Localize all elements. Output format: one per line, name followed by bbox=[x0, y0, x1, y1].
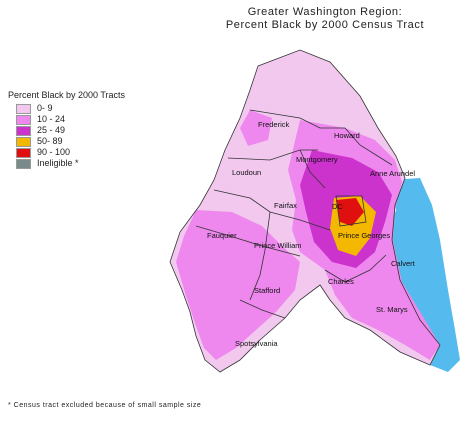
county-label: Anne Arundel bbox=[370, 169, 415, 178]
legend-item: Ineligible * bbox=[8, 158, 128, 169]
legend-label: 25 - 49 bbox=[37, 125, 66, 135]
zone-10-24-north bbox=[240, 110, 272, 146]
map-title-line2: Percent Black by 2000 Census Tract bbox=[225, 19, 425, 31]
map-title: Greater Washington Region: Percent Black… bbox=[200, 6, 450, 32]
county-boundaries bbox=[169, 49, 441, 373]
county-label: Loudoun bbox=[232, 168, 261, 177]
zone-90-100 bbox=[336, 198, 364, 226]
legend-item: 90 - 100 bbox=[8, 147, 128, 158]
county-label: Montgomery bbox=[296, 155, 338, 164]
legend-swatch bbox=[16, 136, 31, 147]
legend-swatch bbox=[16, 103, 31, 114]
legend-item: 25 - 49 bbox=[8, 125, 128, 136]
county-label: Calvert bbox=[391, 259, 416, 268]
legend-swatch bbox=[16, 158, 31, 169]
county-label: Fairfax bbox=[274, 201, 297, 210]
legend-swatch bbox=[16, 114, 31, 125]
legend-swatch bbox=[16, 125, 31, 136]
legend-title: Percent Black by 2000 Tracts bbox=[8, 90, 126, 100]
footnote: * Census tract excluded because of small… bbox=[8, 402, 202, 409]
legend: Percent Black by 2000 Tracts 0- 9 10 - 24… bbox=[8, 90, 128, 169]
county-label: Stafford bbox=[254, 286, 280, 295]
county-label: Fauquier bbox=[207, 231, 237, 240]
legend-label: 10 - 24 bbox=[37, 114, 66, 124]
legend-label: 0- 9 bbox=[37, 103, 53, 113]
legend-item: 10 - 24 bbox=[8, 114, 128, 125]
county-label: Charles bbox=[328, 277, 354, 286]
legend-label: Ineligible * bbox=[37, 158, 79, 168]
county-label: Howard bbox=[334, 131, 360, 140]
legend-item: 50- 89 bbox=[8, 136, 128, 147]
county-label: Frederick bbox=[258, 120, 290, 129]
county-label: DC bbox=[332, 202, 343, 211]
county-labels: Frederick Howard Montgomery Anne Arundel Lou… bbox=[207, 120, 416, 348]
legend-label: 90 - 100 bbox=[37, 147, 71, 157]
legend-swatch bbox=[16, 147, 31, 158]
legend-label: 50- 89 bbox=[37, 136, 63, 146]
county-label: Prince Georges bbox=[338, 231, 390, 240]
county-label: Prince William bbox=[254, 241, 302, 250]
county-label: Spotsylvania bbox=[235, 339, 278, 348]
county-label: St. Marys bbox=[376, 305, 408, 314]
map-title-line1: Greater Washington Region: bbox=[247, 6, 403, 18]
legend-item: 0- 9 bbox=[8, 103, 128, 114]
legend-items: 0- 9 10 - 24 25 - 49 50- 89 90 - 100 Ineligib… bbox=[8, 103, 128, 169]
